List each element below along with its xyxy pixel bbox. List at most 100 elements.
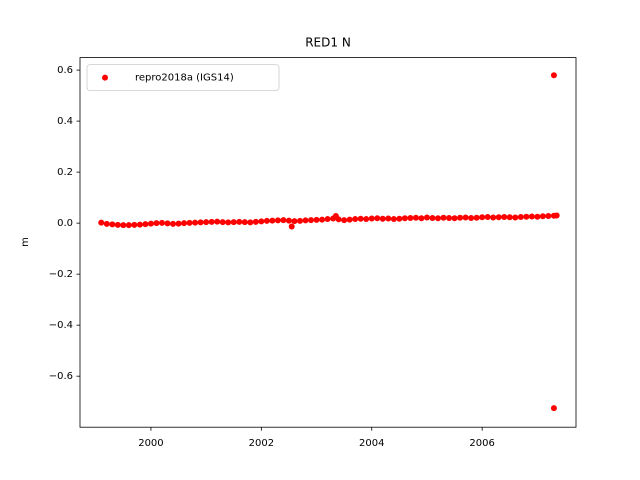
data-point [468,215,475,222]
data-point [523,213,530,220]
x-tick-label: 2004 [359,438,384,449]
legend-label: repro2018a (IGS14) [135,73,234,84]
data-point [434,215,441,222]
data-point [550,72,557,79]
data-point [230,219,237,226]
data-point [175,220,182,227]
data-point [125,222,132,229]
y-tick-label: 0.2 [57,167,73,178]
data-point [296,217,303,224]
data-point [258,218,265,225]
legend-box [86,64,280,91]
data-point [346,216,353,223]
plot-frame [79,57,577,428]
data-point [374,215,381,222]
data-point [418,215,425,222]
data-point [368,215,375,222]
data-point [479,214,486,221]
x-tick-label: 2000 [138,438,163,449]
data-point [385,215,392,222]
data-point [131,221,138,228]
chart-title: RED1 N [305,36,351,50]
data-point [186,219,193,226]
data-point [451,215,458,222]
data-point [446,215,453,222]
data-point [553,212,560,219]
data-point [197,219,204,226]
data-point [412,214,419,221]
data-point [153,220,160,227]
data-point [495,214,502,221]
data-point [252,218,259,225]
data-point [545,213,552,219]
data-point [396,215,403,222]
data-point [263,217,270,224]
data-point [236,218,243,225]
data-point [512,214,519,221]
data-point [429,215,436,222]
data-point [147,220,154,227]
data-point [534,213,541,220]
data-point [181,220,188,227]
data-point [407,215,414,222]
y-tick-label: 0.0 [57,218,73,229]
data-point [158,219,165,226]
data-point [324,216,331,223]
data-point [109,221,116,228]
data-point [457,214,464,221]
data-point [352,216,359,223]
data-point [528,213,535,220]
data-point [517,214,524,221]
data-point [363,216,370,223]
y-axis-label: m [20,237,31,247]
data-point [423,214,430,221]
legend-marker [102,74,108,81]
y-tick-label: −0.6 [49,371,73,382]
y-tick-label: −0.2 [49,269,73,280]
data-point [490,214,497,221]
data-point [203,219,210,226]
data-point [341,217,348,224]
data-point [313,216,320,223]
x-tick-label: 2006 [469,438,494,449]
data-point [103,220,110,227]
data-point [308,217,315,224]
data-point [219,219,226,226]
x-tick-label: 2002 [249,438,274,449]
data-point [269,217,276,224]
data-point [379,215,386,222]
data-point [280,217,287,224]
data-point [462,214,469,221]
y-tick-label: 0.6 [57,65,73,76]
y-tick-label: 0.4 [57,116,73,127]
data-point [208,218,215,225]
data-point [288,223,295,230]
data-point [302,217,309,224]
data-point [506,214,513,221]
data-point [170,220,177,227]
data-point [274,217,281,224]
data-point [114,221,121,228]
data-point [390,216,397,223]
data-point [285,217,292,224]
data-point [357,215,364,222]
data-point [164,220,171,227]
data-point [247,219,254,226]
data-point [120,222,127,229]
y-tick-label: −0.4 [49,320,73,331]
data-point [440,214,447,221]
data-point [214,218,221,225]
data-point [225,219,232,226]
data-point [501,214,508,221]
data-point [241,219,248,226]
data-point [192,219,199,226]
data-point [484,214,491,221]
data-point [319,216,326,223]
data-point [142,221,149,228]
data-point [98,219,105,226]
data-point [539,213,546,220]
data-point [550,405,557,412]
data-point [401,215,408,222]
data-point [136,221,143,228]
